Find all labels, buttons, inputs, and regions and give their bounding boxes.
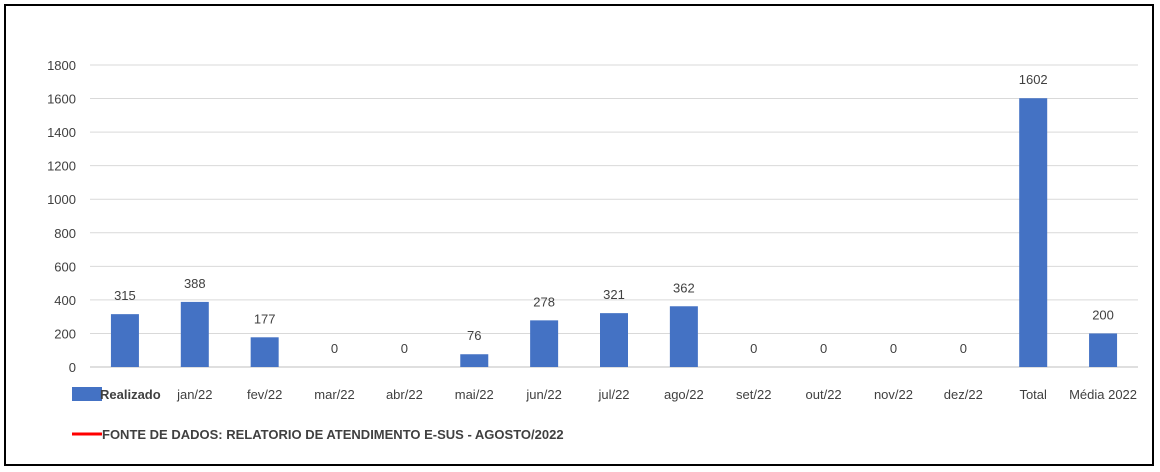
x-tick-label: ago/22 [664, 387, 704, 402]
source-label: FONTE DE DADOS: RELATORIO DE ATENDIMENTO… [102, 427, 564, 442]
data-label: 321 [603, 287, 625, 302]
x-tick-label: jan/22 [176, 387, 212, 402]
x-tick-label: Total [1019, 387, 1047, 402]
y-axis: 0 200 400 600 800 1000 1200 1400 1600 1800 [47, 58, 76, 375]
y-tick-label: 800 [54, 226, 76, 241]
bar [110, 314, 139, 367]
x-tick-label: fev/22 [247, 387, 282, 402]
x-tick-label: dez/22 [944, 387, 983, 402]
data-label: 0 [960, 341, 967, 356]
data-label: 0 [401, 341, 408, 356]
data-label: 0 [331, 341, 338, 356]
data-label: 0 [820, 341, 827, 356]
data-label: 315 [114, 288, 136, 303]
data-label: 362 [673, 280, 695, 295]
data-label: 0 [890, 341, 897, 356]
y-tick-label: 400 [54, 293, 76, 308]
x-tick-label: mar/22 [314, 387, 354, 402]
bar [1019, 98, 1048, 367]
y-tick-label: 0 [69, 360, 76, 375]
y-tick-label: 1000 [47, 192, 76, 207]
y-tick-label: 1400 [47, 125, 76, 140]
bar [1089, 333, 1118, 367]
x-tick-label: set/22 [736, 387, 771, 402]
bar [180, 301, 209, 367]
x-tick-label: out/22 [806, 387, 842, 402]
x-tick-label: nov/22 [874, 387, 913, 402]
data-label: 76 [467, 328, 481, 343]
legend-swatch-realizado [72, 387, 102, 401]
x-tick-label: jun/22 [525, 387, 561, 402]
data-label: 177 [254, 311, 276, 326]
y-tick-label: 1200 [47, 159, 76, 174]
y-tick-label: 1600 [47, 92, 76, 107]
data-source-note: FONTE DE DADOS: RELATORIO DE ATENDIMENTO… [72, 427, 564, 442]
x-tick-label: mai/22 [455, 387, 494, 402]
bars [110, 98, 1118, 367]
legend: Realizado [72, 387, 161, 402]
chart-frame: 0 200 400 600 800 1000 1200 1400 1600 1800 315 388… [4, 4, 1154, 466]
data-label: 200 [1092, 307, 1114, 322]
gridlines [90, 64, 1138, 368]
x-tick-label: Média 2022 [1069, 387, 1137, 402]
bar [460, 354, 489, 367]
data-label: 1602 [1019, 72, 1048, 87]
bar-chart: 0 200 400 600 800 1000 1200 1400 1600 1800 315 388… [47, 58, 1138, 442]
legend-label-realizado: Realizado [100, 387, 161, 402]
data-label: 278 [533, 294, 555, 309]
bar [530, 320, 559, 367]
bar [669, 306, 698, 367]
y-tick-label: 600 [54, 259, 76, 274]
data-label: 0 [750, 341, 757, 356]
data-labels: 315 388 177 0 0 76 278 321 362 0 0 0 0 1602 200 [114, 72, 1114, 356]
bar [600, 313, 628, 367]
y-tick-label: 200 [54, 326, 76, 341]
x-tick-label: abr/22 [386, 387, 423, 402]
x-axis: jan/22 fev/22 mar/22 abr/22 mai/22 jun/22 jul/… [176, 387, 1137, 402]
bar [250, 337, 279, 367]
x-tick-label: jul/22 [597, 387, 629, 402]
y-tick-label: 1800 [47, 58, 76, 73]
data-label: 388 [184, 276, 206, 291]
